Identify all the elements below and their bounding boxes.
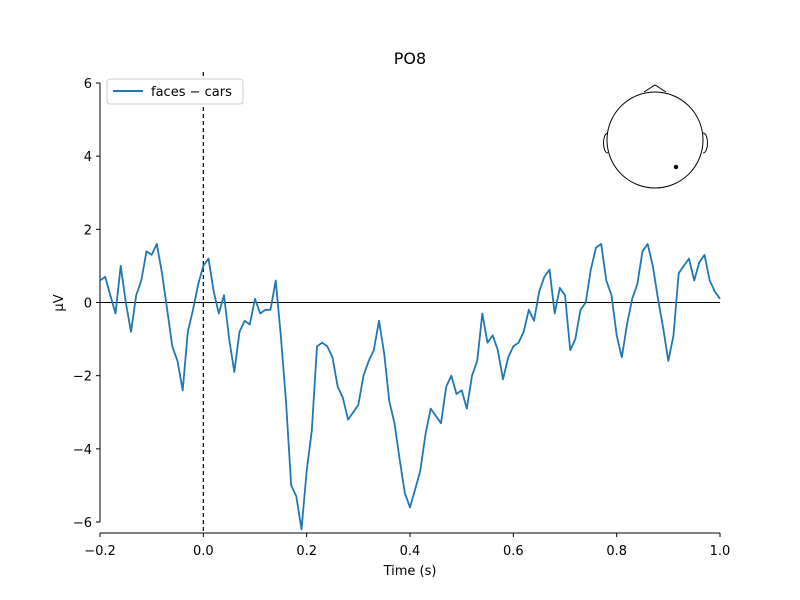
sensor-head-map [603, 84, 708, 189]
legend: faces − cars [106, 78, 244, 105]
x-tick-label: 0.2 [296, 544, 317, 559]
x-axis-label: Time (s) [383, 564, 437, 579]
head-right-ear [702, 132, 708, 154]
x-axis-ticks: −0.2 0.0 0.2 0.4 0.6 0.8 1.0 [84, 533, 730, 559]
x-tick-label: 1.0 [710, 544, 731, 559]
y-axis-label: µV [52, 294, 67, 311]
head-nose [643, 84, 667, 93]
y-tick-label: 2 [84, 223, 92, 238]
legend-label: faces − cars [151, 85, 232, 100]
x-tick-label: 0.4 [400, 544, 421, 559]
x-tick-label: 0.0 [193, 544, 214, 559]
head-outline [606, 91, 704, 189]
x-tick-label: 0.6 [503, 544, 524, 559]
y-axis-ticks: −6 −4 −2 0 2 4 6 [73, 77, 100, 531]
head-left-ear [603, 132, 609, 154]
y-tick-label: −6 [73, 516, 92, 531]
x-tick-label: 0.8 [606, 544, 627, 559]
chart-title: PO8 [394, 49, 426, 68]
series-line-faces-minus-cars [99, 243, 721, 531]
y-tick-label: 6 [84, 77, 92, 92]
y-tick-label: −4 [73, 443, 92, 458]
y-tick-label: −2 [73, 370, 92, 385]
x-tick-label: −0.2 [84, 544, 116, 559]
y-tick-label: 0 [84, 297, 92, 312]
sensor-dot [673, 164, 679, 170]
y-tick-label: 4 [84, 150, 92, 165]
axes: −0.2 0.0 0.2 0.4 0.6 0.8 1.0 −6 −4 −2 0 2 4 6 [73, 77, 731, 559]
legend-box [106, 78, 244, 105]
